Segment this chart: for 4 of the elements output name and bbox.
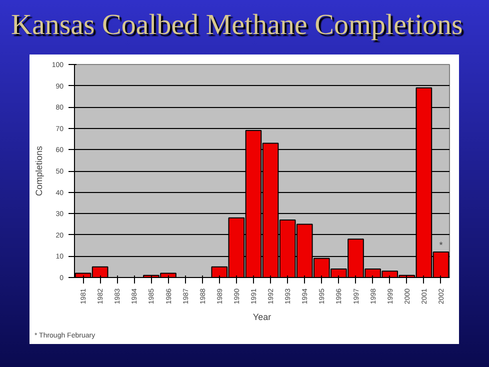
x-axis-title: Year	[252, 312, 272, 322]
annotation: *	[439, 240, 444, 250]
chart-title: Kansas Coalbed Methane Completions	[11, 8, 463, 43]
y-axis-title: Completions	[34, 145, 44, 196]
